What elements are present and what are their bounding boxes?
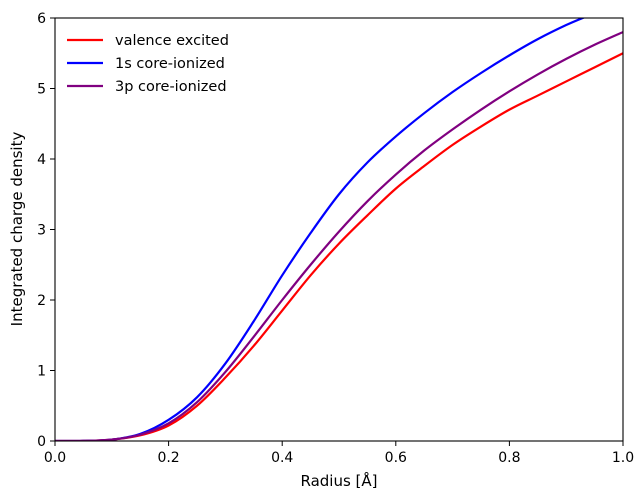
ticks-layer: 0.0 0.2 0.4 0.6 0.8 1.0 0 1 2 3 4 5 6 (37, 11, 634, 466)
x-tick-label: 0.0 (44, 450, 66, 466)
x-axis-label: Radius [Å] (300, 471, 377, 490)
x-tick-label: 0.2 (157, 450, 179, 466)
y-tick-label: 4 (37, 152, 46, 168)
y-tick-label: 0 (37, 434, 46, 450)
y-tick-label: 6 (37, 11, 46, 27)
series-line-3 (55, 31, 623, 441)
legend-label-1: valence excited (115, 33, 229, 49)
x-tick-label: 1.0 (612, 450, 634, 466)
y-tick-label: 2 (37, 293, 46, 309)
x-tick-label: 0.6 (385, 450, 407, 466)
legend-label-2: 1s core-ionized (115, 56, 225, 72)
y-tick-label: 3 (37, 223, 46, 239)
y-axis-label: Integrated charge density (8, 132, 26, 327)
x-tick-label: 0.8 (498, 450, 520, 466)
y-tick-label: 5 (37, 82, 46, 98)
legend: valence excited 1s core-ionized 3p core-io… (67, 33, 229, 95)
series-line-1 (55, 52, 623, 441)
series-layer (55, 18, 623, 441)
y-tick-label: 1 (37, 364, 46, 380)
x-tick-label: 0.4 (271, 450, 293, 466)
legend-label-3: 3p core-ionized (115, 79, 227, 95)
